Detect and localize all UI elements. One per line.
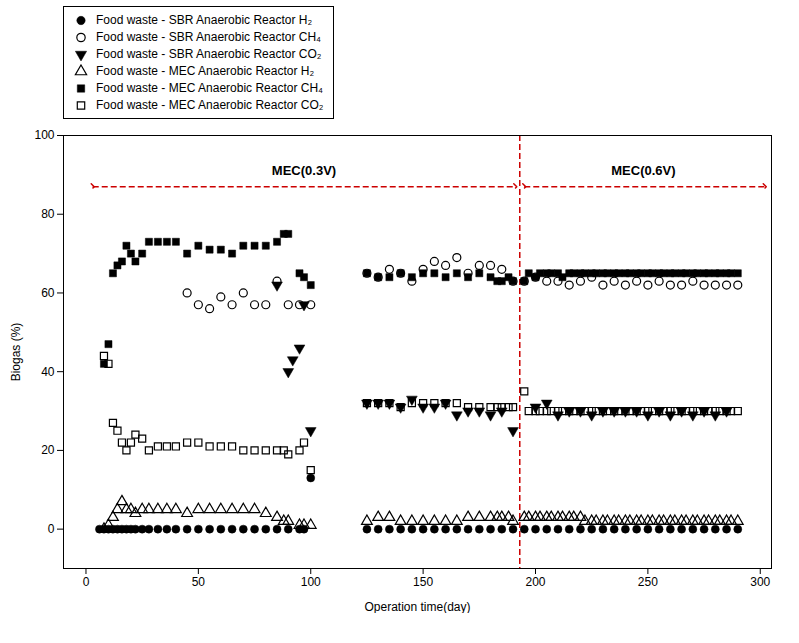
svg-text:300: 300 [750, 575, 770, 589]
svg-text:150: 150 [413, 575, 433, 589]
svg-text:200: 200 [525, 575, 545, 589]
svg-text:100: 100 [34, 128, 54, 142]
html-text:Food waste - SBR Anaerobic Rea: Food waste - SBR Anaerobic Reactor H₂ [96, 13, 313, 27]
svg-text:Biogas (%): Biogas (%) [9, 323, 23, 382]
html-text:Food waste - SBR Anaerobic Rea: Food waste - SBR Anaerobic Reactor CO₂ [96, 47, 322, 61]
svg-text:60: 60 [41, 286, 55, 300]
svg-text:0: 0 [48, 522, 55, 536]
svg-text:80: 80 [41, 207, 55, 221]
svg-text:20: 20 [41, 443, 55, 457]
svg-text:50: 50 [192, 575, 206, 589]
svg-text:MEC(0.3V): MEC(0.3V) [272, 163, 336, 178]
svg-text:0: 0 [83, 575, 90, 589]
html-text:Food waste - SBR Anaerobic Rea: Food waste - SBR Anaerobic Reactor CH₄ [96, 30, 321, 44]
svg-text:100: 100 [301, 575, 321, 589]
svg-text:40: 40 [41, 365, 55, 379]
html-text:Food waste - MEC Anaerobic Rea: Food waste - MEC Anaerobic Reactor CH₄ [96, 81, 323, 95]
html-text:Food waste - MEC Anaerobic Rea: Food waste - MEC Anaerobic Reactor H₂ [96, 64, 315, 78]
html-text:Food waste - MEC Anaerobic Rea: Food waste - MEC Anaerobic Reactor CO₂ [96, 98, 324, 112]
svg-text:MEC(0.6V): MEC(0.6V) [611, 163, 675, 178]
svg-text:Operation time(day): Operation time(day) [364, 600, 470, 614]
svg-text:250: 250 [638, 575, 658, 589]
